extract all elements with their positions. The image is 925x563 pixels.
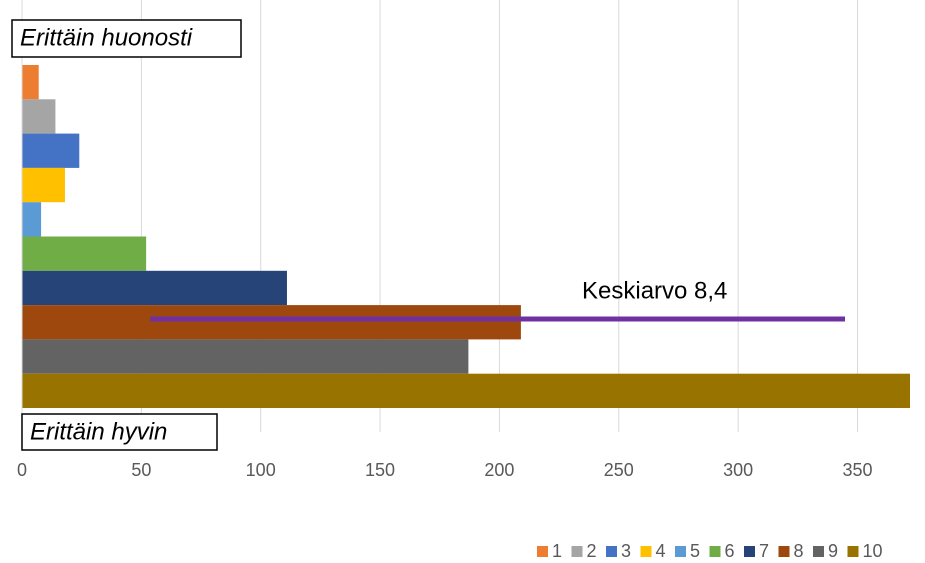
annotation: Keskiarvo 8,4: [582, 277, 727, 304]
bar: [22, 65, 39, 100]
x-tick-label: 200: [484, 460, 514, 480]
x-tick-label: 0: [17, 460, 27, 480]
legend-swatch: [778, 546, 790, 557]
x-tick-label: 250: [604, 460, 634, 480]
legend-swatch: [744, 546, 755, 557]
bar: [22, 202, 42, 237]
annotation: Erittäin huonosti: [20, 24, 193, 51]
x-tick-label: 50: [131, 460, 151, 480]
bar: [22, 99, 56, 134]
legend-label: 3: [621, 541, 631, 561]
legend-swatch: [709, 546, 721, 557]
legend-swatch: [675, 546, 686, 557]
annotation-box: [21, 413, 218, 451]
bar: [22, 305, 521, 340]
annotation: Erittäin hyvin: [30, 418, 167, 445]
legend-label: 2: [587, 541, 597, 561]
x-tick-label: 150: [365, 460, 395, 480]
legend-swatch: [847, 546, 859, 557]
legend-label: 1: [552, 541, 562, 561]
legend-label: 4: [656, 541, 666, 561]
annotation-box: [11, 19, 242, 58]
legend-label: 9: [828, 541, 838, 561]
legend-label: 8: [794, 541, 804, 561]
legend-label: 10: [863, 541, 883, 561]
bar: [22, 270, 287, 306]
bar: [22, 339, 469, 374]
x-tick-label: 300: [723, 460, 753, 480]
legend-swatch: [640, 546, 652, 557]
bar: [22, 133, 80, 168]
legend-swatch: [537, 546, 548, 557]
x-tick-label: 100: [246, 460, 276, 480]
legend-swatch: [813, 546, 824, 557]
x-tick-label: 350: [842, 460, 872, 480]
legend-label: 6: [725, 541, 735, 561]
bars: [22, 65, 910, 408]
legend-label: 7: [759, 541, 769, 561]
bar: [22, 236, 147, 271]
legend-swatch: [606, 546, 617, 557]
legend-swatch: [571, 546, 583, 557]
legend-label: 5: [690, 541, 700, 561]
grid: [21, 0, 858, 432]
bar: [22, 167, 65, 203]
bar: [22, 373, 910, 408]
